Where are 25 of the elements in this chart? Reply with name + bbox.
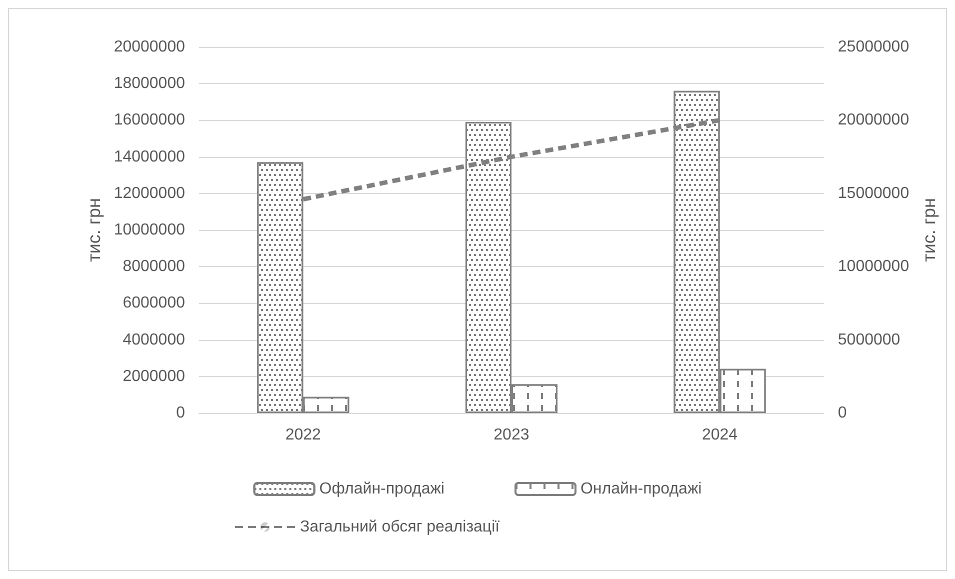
y-tick-label: 8000000 [122, 258, 186, 276]
y2-axis-title: тис. грн [919, 198, 939, 262]
legend-label: Офлайн-продажі [319, 480, 444, 498]
y2-tick-label: 25000000 [838, 38, 910, 56]
x-tick-label: 2024 [702, 426, 738, 444]
y-tick-label: 4000000 [122, 331, 186, 348]
y-tick-label: 2000000 [122, 368, 186, 385]
y2-tick-label: 5000000 [838, 331, 900, 348]
y-tick-label: 10000000 [114, 222, 186, 238]
y-tick-label: 12000000 [114, 184, 186, 202]
y-tick-label: 16000000 [114, 112, 186, 129]
legend-label: Онлайн-продажі [580, 480, 702, 498]
y-tick-label: 20000000 [114, 38, 186, 56]
y2-tick-label: 0 [838, 404, 847, 422]
x-tick-label: 2023 [494, 426, 530, 444]
y2-tick-label: 15000000 [838, 184, 910, 202]
legend-label: Загальний обсяг реалізації [300, 518, 500, 536]
y2-tick-label: 20000000 [838, 112, 910, 129]
y-tick-label: 18000000 [114, 75, 186, 92]
y-tick-label: 14000000 [114, 148, 186, 166]
y-tick-label: 6000000 [122, 294, 186, 312]
y-axis-title: тис. грн [84, 198, 104, 262]
y2-tick-label: 10000000 [838, 258, 910, 276]
x-tick-label: 2022 [285, 426, 322, 444]
y-tick-label: 0 [176, 404, 186, 422]
